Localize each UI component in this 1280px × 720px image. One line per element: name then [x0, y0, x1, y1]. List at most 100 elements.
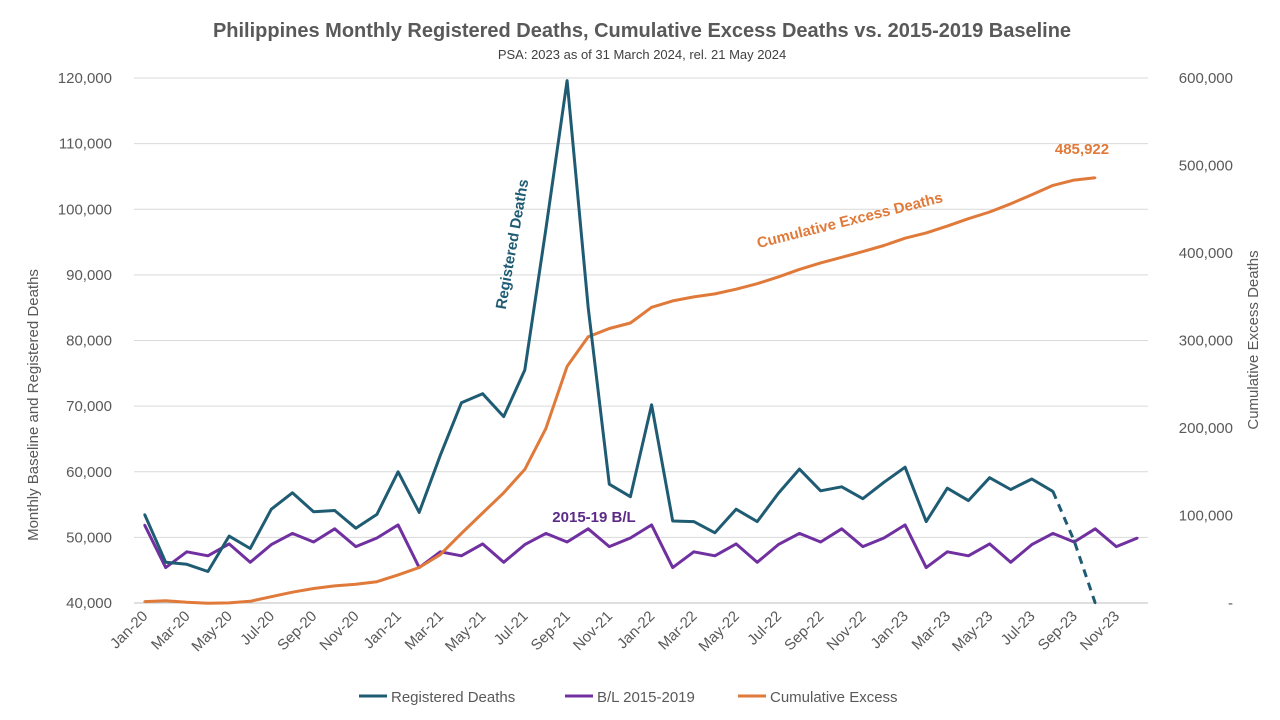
- data-point-registered-deaths: [460, 401, 463, 405]
- data-point-registered-deaths: [988, 476, 991, 479]
- y-axis-right-label: Cumulative Excess Deaths: [1245, 250, 1262, 429]
- data-point-cumulative-excess: [143, 600, 146, 603]
- data-point-registered-deaths: [248, 547, 252, 550]
- data-point-registered-deaths: [1030, 477, 1034, 481]
- data-point-b-l-2015-2019: [333, 527, 336, 531]
- left-axis-ticks: 40,000 50,000 60,000 70,000 80,000 90,000 100,…: [58, 70, 112, 612]
- data-point-b-l-2015-2019: [312, 540, 315, 544]
- data-point-registered-deaths: [270, 507, 273, 511]
- data-point-cumulative-excess: [798, 268, 801, 271]
- data-point-registered-deaths: [967, 499, 970, 502]
- data-point-registered-deaths: [903, 465, 907, 469]
- data-point-b-l-2015-2019: [734, 542, 738, 546]
- data-point-b-l-2015-2019: [523, 543, 527, 546]
- data-point-registered-deaths: [396, 470, 400, 473]
- y-left-tick-label: 120,000: [58, 70, 112, 87]
- legend-label-registered-deaths: Registered Deaths: [391, 689, 515, 706]
- x-tick-label: Jul-23: [998, 608, 1039, 649]
- data-point-b-l-2015-2019: [988, 542, 991, 546]
- data-point-registered-deaths: [777, 492, 780, 495]
- data-point-b-l-2015-2019: [650, 523, 653, 527]
- data-point-registered-deaths: [354, 526, 358, 530]
- data-point-cumulative-excess: [608, 327, 611, 330]
- data-point-registered-deaths: [439, 454, 442, 457]
- data-point-b-l-2015-2019: [502, 561, 505, 564]
- data-point-b-l-2015-2019: [903, 523, 907, 527]
- data-point-b-l-2015-2019: [946, 550, 949, 554]
- data-point-registered-deaths: [692, 520, 696, 523]
- data-point-registered-deaths: [206, 570, 210, 573]
- data-point-b-l-2015-2019: [206, 554, 210, 557]
- data-point-b-l-2015-2019: [375, 536, 379, 540]
- x-tick-label: Jan-22: [614, 608, 658, 652]
- data-point-b-l-2015-2019: [882, 536, 886, 540]
- data-point-registered-deaths: [840, 485, 843, 489]
- data-point-cumulative-excess: [1072, 178, 1076, 182]
- data-point-registered-deaths: [227, 534, 231, 538]
- data-point-cumulative-excess: [248, 600, 252, 603]
- data-point-cumulative-excess: [270, 595, 273, 598]
- right-axis-ticks: - 100,000 200,000 300,000 400,000 500,000 600,…: [1179, 70, 1233, 612]
- data-point-cumulative-excess: [882, 244, 886, 247]
- legend: Registered Deaths B/L 2015-2019 Cumulati…: [359, 689, 898, 706]
- data-point-registered-deaths: [734, 507, 738, 511]
- data-point-cumulative-excess: [946, 224, 949, 228]
- y-right-tick-label: 300,000: [1179, 333, 1233, 350]
- data-point-b-l-2015-2019: [248, 561, 252, 564]
- data-point-registered-deaths: [798, 467, 801, 471]
- series-line-registered-deaths: [143, 79, 1054, 573]
- data-point-registered-deaths: [312, 510, 315, 513]
- data-point-registered-deaths: [924, 520, 928, 523]
- data-point-b-l-2015-2019: [586, 527, 590, 531]
- data-point-b-l-2015-2019: [1093, 527, 1097, 531]
- y-left-tick-label: 70,000: [66, 398, 112, 415]
- data-point-cumulative-excess: [460, 532, 463, 535]
- series-line-cumulative-excess: [144, 176, 1096, 605]
- legend-label-cumulative: Cumulative Excess: [770, 689, 898, 706]
- data-point-cumulative-excess: [375, 580, 379, 583]
- data-point-b-l-2015-2019: [629, 536, 632, 540]
- data-point-registered-deaths: [481, 392, 484, 395]
- data-point-cumulative-excess: [903, 237, 907, 240]
- data-point-registered-deaths: [755, 520, 759, 523]
- x-tick-label: Nov-21: [570, 608, 616, 654]
- y-left-tick-label: 60,000: [66, 464, 112, 481]
- data-point-registered-deaths: [650, 403, 653, 407]
- data-point-b-l-2015-2019: [798, 532, 801, 535]
- data-point-cumulative-excess: [967, 217, 970, 220]
- data-point-registered-deaths: [671, 519, 674, 523]
- data-point-cumulative-excess: [227, 601, 231, 605]
- data-point-cumulative-excess: [861, 250, 865, 253]
- data-point-b-l-2015-2019: [396, 523, 400, 527]
- y-left-tick-label: 40,000: [66, 595, 112, 612]
- data-point-cumulative-excess: [164, 599, 167, 603]
- data-point-cumulative-excess: [333, 584, 336, 588]
- data-point-cumulative-excess: [354, 583, 358, 586]
- data-point-b-l-2015-2019: [270, 543, 273, 546]
- data-point-cumulative-excess: [1051, 184, 1055, 187]
- data-point-cumulative-excess: [692, 295, 696, 299]
- data-point-registered-deaths: [375, 513, 379, 516]
- data-point-b-l-2015-2019: [840, 527, 843, 531]
- data-point-b-l-2015-2019: [671, 566, 674, 569]
- data-point-registered-deaths: [713, 531, 717, 534]
- x-tick-label: Mar-21: [402, 608, 448, 654]
- x-tick-label: Jan-21: [360, 608, 404, 652]
- data-point-registered-deaths: [544, 227, 548, 231]
- data-point-cumulative-excess: [544, 427, 548, 430]
- data-point-cumulative-excess: [502, 491, 505, 495]
- data-point-b-l-2015-2019: [227, 542, 231, 546]
- data-point-cumulative-excess: [439, 553, 442, 556]
- data-point-cumulative-excess: [988, 210, 991, 214]
- data-point-registered-deaths: [1072, 539, 1076, 542]
- x-tick-label: Sep-23: [1035, 608, 1081, 654]
- data-point-registered-deaths: [185, 563, 189, 566]
- x-tick-label: Nov-20: [316, 608, 362, 654]
- data-point-registered-deaths: [946, 486, 949, 490]
- data-point-b-l-2015-2019: [354, 545, 358, 548]
- data-point-b-l-2015-2019: [819, 540, 822, 544]
- data-point-registered-deaths: [1051, 490, 1055, 493]
- data-point-b-l-2015-2019: [755, 561, 759, 564]
- data-point-cumulative-excess: [713, 292, 717, 296]
- series-layer: [143, 79, 1139, 605]
